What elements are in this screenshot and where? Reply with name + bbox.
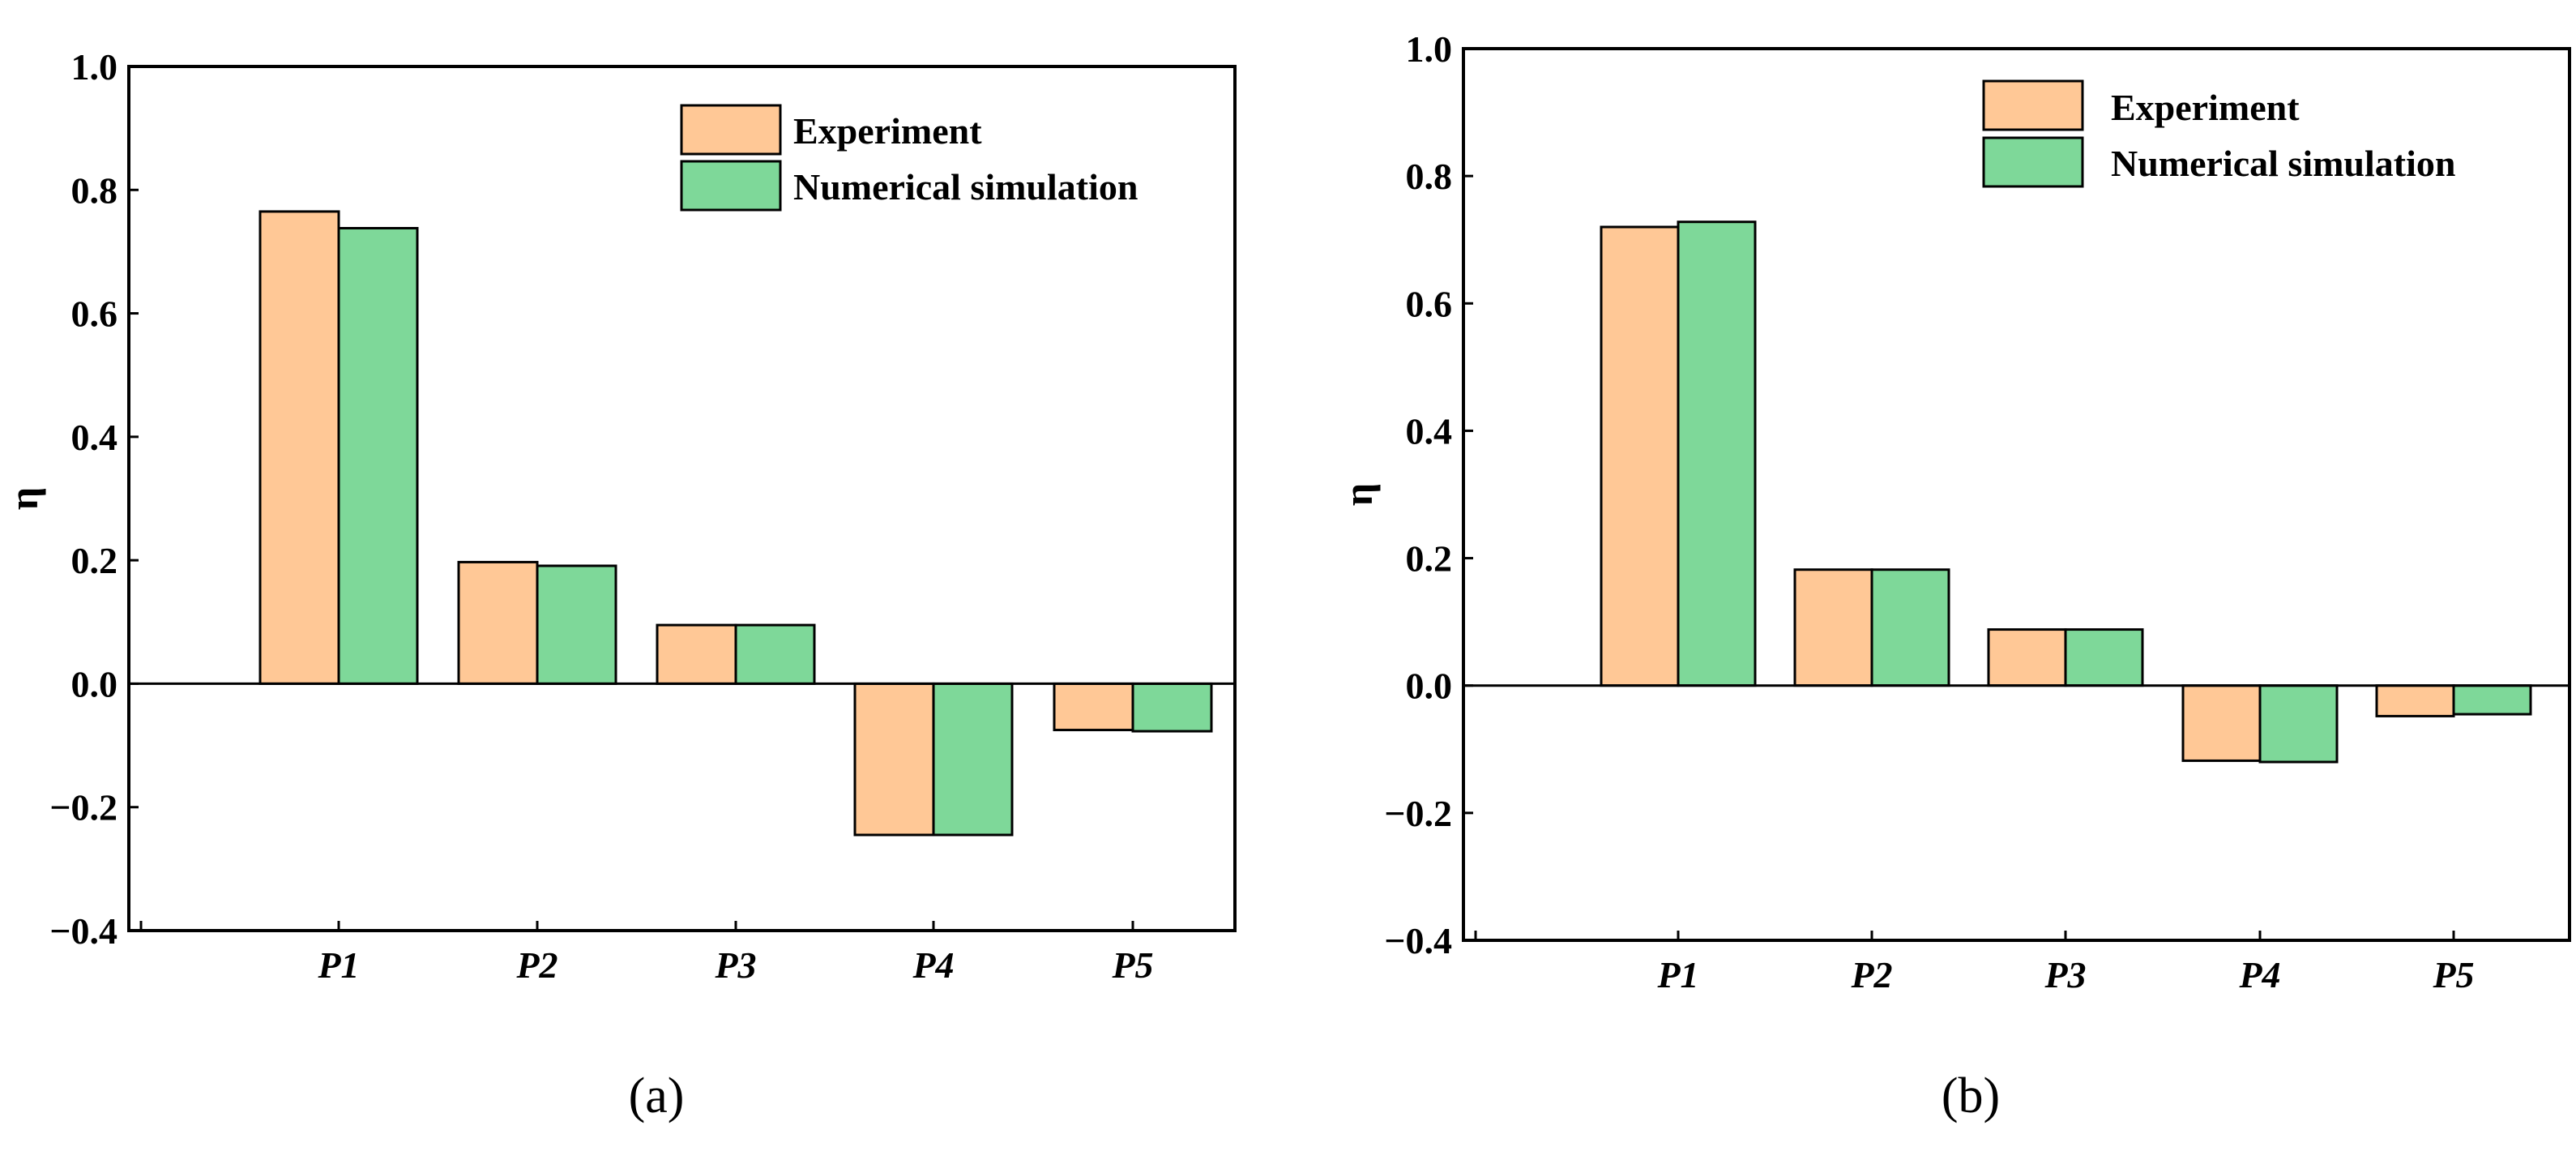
chart-a-legend: Experiment Numerical simulation: [680, 104, 1138, 212]
y-tick-label: −0.4: [49, 910, 117, 952]
bar-p5-numerical-simulation: [1131, 682, 1213, 733]
legend-label-numerical-simulation: Numerical simulation: [793, 166, 1138, 208]
chart-b: 1.00.80.60.40.20.0−0.2−0.4 P1 P2 P3 P4 P5 η …: [1335, 28, 2571, 1124]
x-tick-label-p5: P5: [2432, 954, 2474, 995]
chart-b-y-ticks: 1.0 0.8 0.6 0.4 0.2 0.0 −0.2 −0.4: [1384, 28, 1473, 961]
legend-swatch-experiment: [1982, 79, 2084, 131]
chart-a-frame: [127, 65, 1237, 932]
x-tick-label-p2: P2: [515, 944, 557, 986]
x-tick-label-p5: P5: [1111, 944, 1153, 986]
x-tick-label-p1: P1: [317, 944, 359, 986]
legend-swatch-experiment: [680, 104, 782, 156]
bar-p3-experiment: [656, 623, 737, 685]
chart-a-y-axis-label: η: [1, 487, 46, 510]
chart-b-legend: Experiment Numerical simulation: [1982, 79, 2455, 188]
y-tick-label: 0.4: [71, 417, 118, 458]
legend-label-experiment: Experiment: [793, 110, 982, 152]
y-tick-label: 0.6: [71, 293, 118, 335]
bar-p4-experiment: [2181, 684, 2262, 762]
bar-p1-numerical-simulation: [337, 226, 419, 685]
chart-a: 1.00.80.60.40.20.0−0.2−0.4 P1 P2 P3 P4 P5 η …: [1, 46, 1237, 1124]
bar-p2-experiment: [1793, 568, 1873, 687]
y-tick-label: 0.8: [71, 169, 118, 211]
chart-b-x-ticks: P1 P2 P3 P4 P5: [1474, 931, 2475, 995]
x-tick-label-p1: P1: [1656, 954, 1698, 995]
chart-b-frame: [1462, 47, 2571, 942]
x-tick-label-p4: P4: [912, 944, 954, 986]
y-tick-label: 0.6: [1406, 283, 1453, 324]
y-tick-label: 0.2: [1406, 538, 1453, 580]
legend-label-numerical-simulation: Numerical simulation: [2111, 143, 2455, 184]
bar-p5-experiment: [2375, 684, 2455, 717]
chart-a-bars: [258, 210, 1213, 837]
chart-b-bars: [1600, 220, 2532, 764]
bar-p1-experiment: [1600, 225, 1680, 687]
y-tick-label: 0.2: [71, 540, 118, 581]
y-tick-label: 0.0: [71, 663, 118, 704]
bar-p2-experiment: [457, 560, 539, 685]
bar-p2-numerical-simulation: [536, 564, 617, 685]
y-tick-label: 1.0: [71, 46, 118, 88]
chart-a-panel-label: (a): [629, 1068, 685, 1124]
bar-p1-numerical-simulation: [1677, 220, 1757, 687]
y-tick-label: 0.4: [1406, 410, 1453, 452]
x-tick-label-p3: P3: [714, 944, 756, 986]
bar-p5-experiment: [1053, 682, 1134, 732]
legend-swatch-numerical-simulation: [1982, 136, 2084, 188]
bar-p3-experiment: [1987, 628, 2067, 687]
y-tick-label: 0.8: [1406, 156, 1453, 197]
bar-p5-numerical-simulation: [2452, 684, 2532, 716]
chart-a-x-ticks: P1 P2 P3 P4 P5: [139, 921, 1154, 986]
x-tick-label-p3: P3: [2044, 954, 2086, 995]
x-tick-label-p2: P2: [1850, 954, 1892, 995]
bar-p4-numerical-simulation: [932, 682, 1014, 837]
x-tick-label-p4: P4: [2238, 954, 2280, 995]
chart-b-panel-label: (b): [1942, 1068, 2000, 1124]
y-tick-label: 0.0: [1406, 666, 1453, 707]
chart-b-y-axis-label: η: [1335, 483, 1381, 506]
y-tick-label: −0.4: [1384, 920, 1452, 961]
legend-swatch-numerical-simulation: [680, 160, 782, 212]
bar-p3-numerical-simulation: [734, 623, 816, 685]
bar-p4-experiment: [853, 682, 935, 837]
bar-p1-experiment: [258, 210, 340, 685]
legend-label-experiment: Experiment: [2111, 87, 2300, 128]
y-tick-label: 1.0: [1406, 28, 1453, 70]
bar-p2-numerical-simulation: [1870, 568, 1950, 687]
chart-a-y-ticks: 1.0 0.8 0.6 0.4 0.2 0.0 −0.2 −0.4: [49, 46, 139, 952]
y-tick-label: −0.2: [49, 787, 117, 828]
bar-p3-numerical-simulation: [2064, 628, 2144, 687]
y-tick-label: −0.2: [1384, 793, 1452, 834]
bar-p4-numerical-simulation: [2258, 684, 2339, 764]
